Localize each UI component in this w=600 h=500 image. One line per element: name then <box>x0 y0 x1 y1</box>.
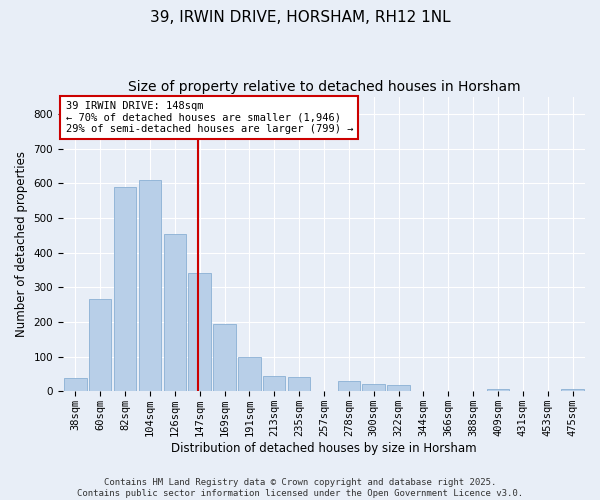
Bar <box>214 324 236 392</box>
Title: Size of property relative to detached houses in Horsham: Size of property relative to detached ho… <box>128 80 520 94</box>
Bar <box>188 274 211 392</box>
Bar <box>139 180 161 392</box>
Text: 39 IRWIN DRIVE: 148sqm
← 70% of detached houses are smaller (1,946)
29% of semi-: 39 IRWIN DRIVE: 148sqm ← 70% of detached… <box>65 101 353 134</box>
X-axis label: Distribution of detached houses by size in Horsham: Distribution of detached houses by size … <box>171 442 477 455</box>
Bar <box>362 384 385 392</box>
Bar <box>89 300 112 392</box>
Bar <box>388 385 410 392</box>
Y-axis label: Number of detached properties: Number of detached properties <box>15 151 28 337</box>
Bar <box>288 378 310 392</box>
Bar <box>263 376 286 392</box>
Text: 39, IRWIN DRIVE, HORSHAM, RH12 1NL: 39, IRWIN DRIVE, HORSHAM, RH12 1NL <box>149 10 451 25</box>
Text: Contains HM Land Registry data © Crown copyright and database right 2025.
Contai: Contains HM Land Registry data © Crown c… <box>77 478 523 498</box>
Bar <box>487 389 509 392</box>
Bar <box>164 234 186 392</box>
Bar <box>562 389 584 392</box>
Bar <box>64 378 86 392</box>
Bar <box>338 381 360 392</box>
Bar <box>238 356 260 392</box>
Bar <box>114 186 136 392</box>
